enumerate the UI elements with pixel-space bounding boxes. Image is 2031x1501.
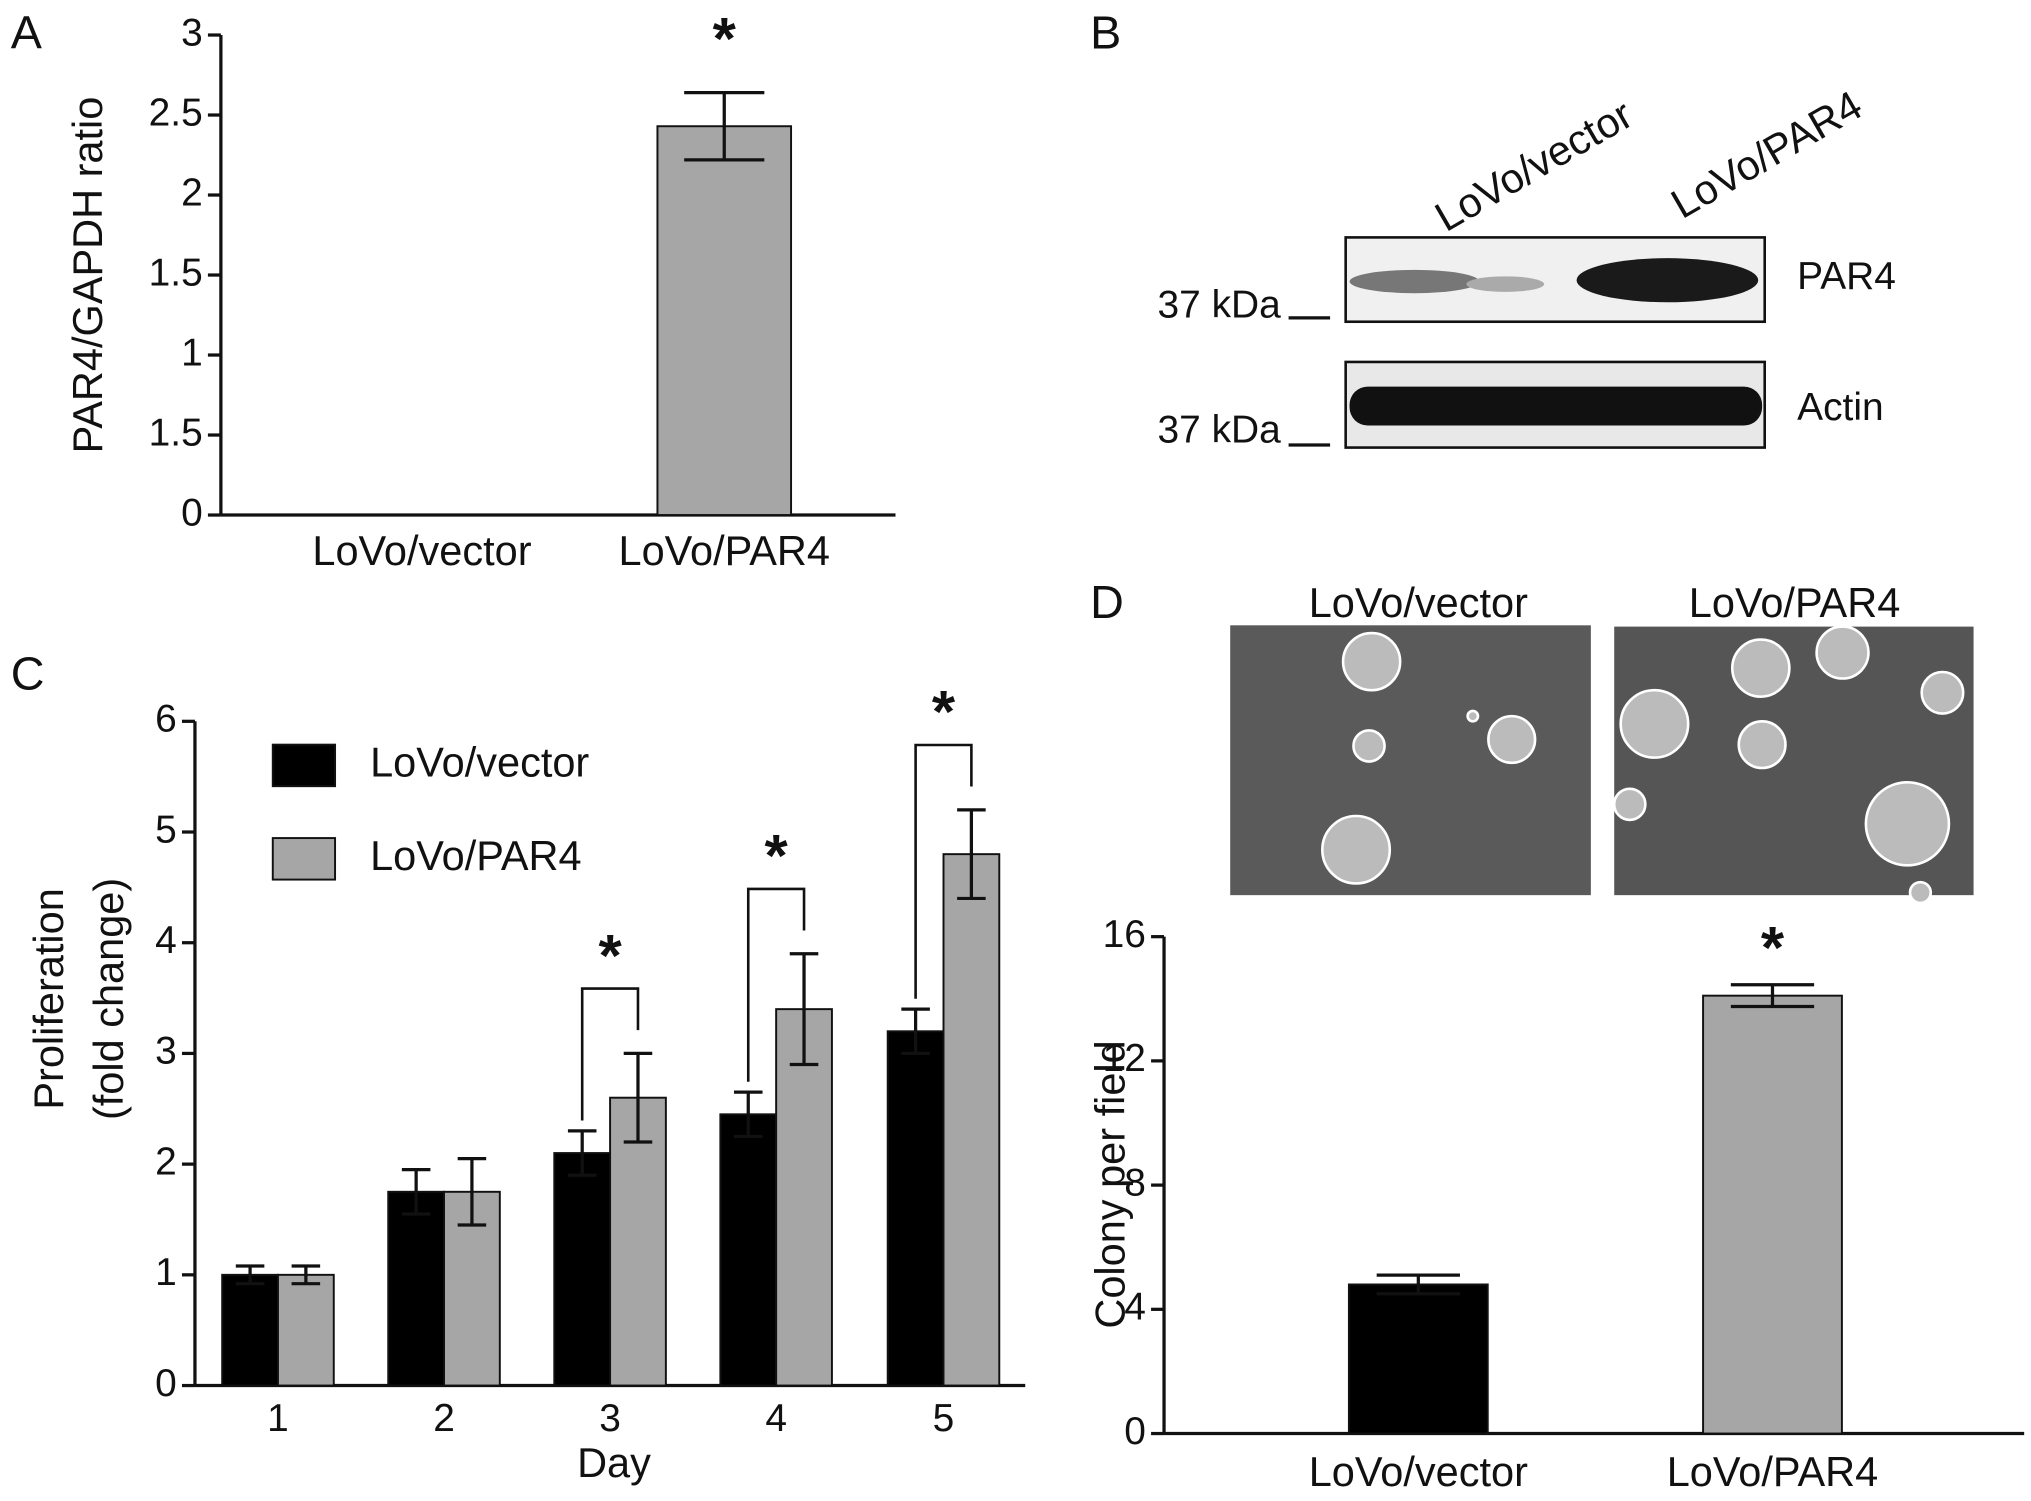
error-bar <box>235 1264 265 1286</box>
micrograph-label: LoVo/vector <box>1309 579 1528 626</box>
panel-letter: C <box>11 648 45 700</box>
band-name: PAR4 <box>1797 255 1896 298</box>
error-bar <box>901 1007 930 1056</box>
significance-bracket <box>580 987 640 1121</box>
error-bar <box>684 91 765 162</box>
error-bar <box>733 1090 763 1139</box>
bar <box>719 1113 778 1387</box>
x-tick-label: LoVo/PAR4 <box>1667 1448 1879 1495</box>
bar <box>553 1152 612 1387</box>
y-tick-label: 0 <box>181 491 203 534</box>
x-tick-label: 3 <box>599 1397 621 1440</box>
y-tick-label: 2 <box>155 1140 177 1183</box>
legend-swatch <box>271 837 337 881</box>
y-tick-label: 1 <box>181 331 203 374</box>
bar <box>609 1096 667 1387</box>
bar <box>886 1030 945 1387</box>
micrograph <box>1230 625 1974 905</box>
bar <box>656 125 793 517</box>
significance-marker: * <box>1761 914 1785 981</box>
error-bar <box>401 1168 431 1216</box>
bar <box>1702 994 1843 1435</box>
y-axis-label: Colony per field <box>1086 1040 1133 1328</box>
x-tick-label: LoVo/vector <box>312 527 531 574</box>
y-tick-label: 3 <box>155 1030 177 1073</box>
significance-marker: * <box>932 678 956 745</box>
error-bar <box>623 1051 653 1144</box>
y-tick-label: 3 <box>181 11 203 54</box>
significance-marker: * <box>713 5 737 72</box>
micrograph-label: LoVo/PAR4 <box>1689 579 1901 626</box>
bar <box>942 853 1001 1387</box>
x-tick-label: 1 <box>267 1397 289 1440</box>
lane-label: LoVo/vector <box>1427 90 1640 240</box>
bar <box>277 1273 335 1387</box>
lane-label: LoVo/PAR4 <box>1663 81 1870 227</box>
y-tick-label: 0 <box>155 1362 177 1405</box>
y-tick-label: 1.5 <box>149 411 203 454</box>
bar <box>387 1190 446 1387</box>
blot-strip <box>1344 236 1766 449</box>
y-tick-label: 16 <box>1103 913 1146 956</box>
y-tick-label: 12 <box>1103 1037 1146 1080</box>
legend-swatch <box>271 743 337 788</box>
y-axis-label: Proliferation <box>25 888 72 1109</box>
y-tick-label: 1.5 <box>149 251 203 294</box>
legend-label: LoVo/PAR4 <box>370 832 582 879</box>
panel-letter: D <box>1090 576 1124 628</box>
y-axis-label: (fold change) <box>85 878 132 1120</box>
y-tick-label: 4 <box>155 919 177 962</box>
y-tick-label: 5 <box>155 808 177 851</box>
error-bar <box>957 808 986 901</box>
y-tick-label: 2.5 <box>149 91 203 134</box>
x-tick-label: 4 <box>765 1397 787 1440</box>
bar <box>221 1273 279 1387</box>
legend-label: LoVo/vector <box>370 738 589 785</box>
x-tick-label: 2 <box>433 1397 455 1440</box>
significance-marker: * <box>598 922 622 989</box>
band-name: Actin <box>1797 386 1884 429</box>
error-bar <box>1376 1273 1460 1296</box>
y-tick-label: 6 <box>155 698 177 741</box>
significance-bracket <box>746 887 806 1082</box>
x-tick-label: LoVo/vector <box>1309 1448 1528 1495</box>
panel-letter: A <box>11 7 43 59</box>
y-tick-label: 4 <box>1124 1286 1146 1329</box>
size-marker: 37 kDa <box>1158 284 1282 327</box>
significance-marker: * <box>765 822 789 889</box>
y-tick-label: 0 <box>1124 1410 1146 1453</box>
x-tick-label: 5 <box>933 1397 955 1440</box>
panel-letter: B <box>1090 7 1121 59</box>
error-bar <box>457 1156 487 1227</box>
significance-bracket <box>914 743 973 999</box>
error-bar <box>291 1264 321 1286</box>
y-tick-label: 1 <box>155 1251 177 1294</box>
error-bar <box>567 1129 597 1177</box>
error-bar <box>1730 983 1815 1009</box>
bar <box>1347 1283 1489 1435</box>
y-axis-label: PAR4/GAPDH ratio <box>64 97 111 454</box>
x-axis-label: Day <box>577 1439 651 1486</box>
x-tick-label: LoVo/PAR4 <box>619 527 831 574</box>
y-tick-label: 2 <box>181 171 203 214</box>
y-tick-label: 8 <box>1124 1161 1146 1204</box>
error-bar <box>789 952 819 1067</box>
size-marker: 37 kDa <box>1158 408 1282 451</box>
